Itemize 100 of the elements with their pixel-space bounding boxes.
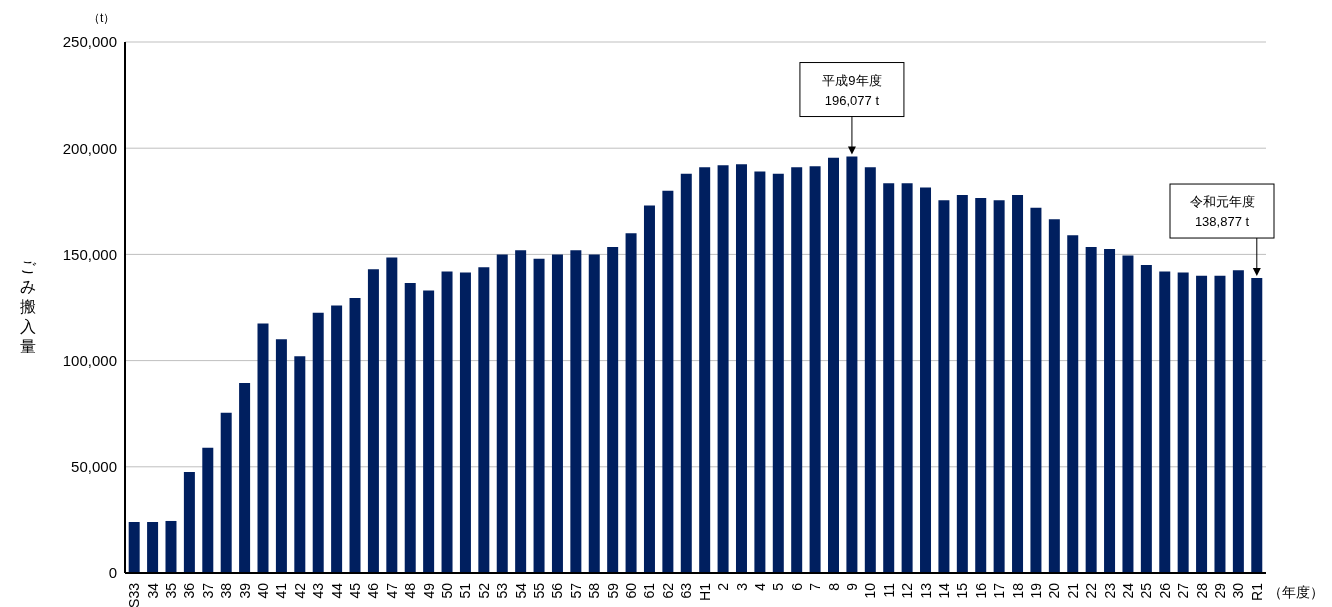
bar xyxy=(128,522,140,573)
x-tick-label: 60 xyxy=(623,582,640,599)
bar xyxy=(662,190,674,573)
x-tick-label: 23 xyxy=(1101,582,1118,599)
x-tick-label: 42 xyxy=(291,582,308,599)
x-tick-label: 18 xyxy=(1009,582,1026,599)
x-tick-label: 16 xyxy=(972,582,989,599)
x-tick-label: 37 xyxy=(199,582,216,599)
bar xyxy=(754,171,766,573)
x-tick-label: 51 xyxy=(457,582,474,599)
bar xyxy=(404,283,416,573)
x-tick-label: 5 xyxy=(770,582,787,591)
x-tick-label: 39 xyxy=(236,582,253,599)
x-tick-label: 14 xyxy=(935,582,952,599)
x-tick-label: 63 xyxy=(678,582,695,599)
bar xyxy=(938,200,950,573)
bar xyxy=(570,250,582,573)
x-tick-label: 62 xyxy=(659,582,676,599)
bar xyxy=(275,339,287,573)
x-tick-label: 27 xyxy=(1175,582,1192,599)
x-tick-label: 40 xyxy=(255,582,272,599)
bar xyxy=(828,157,839,573)
bar xyxy=(717,165,729,573)
x-tick-label: 48 xyxy=(402,582,419,599)
bar xyxy=(993,200,1005,573)
x-tick-label: 9 xyxy=(843,582,860,591)
x-tick-label: 61 xyxy=(641,582,658,599)
bar xyxy=(1196,275,1208,573)
annotation: 令和元年度 138,877 t xyxy=(1189,194,1255,230)
x-tick-label: H1 xyxy=(696,582,713,601)
bar xyxy=(1177,272,1189,573)
x-tick-label: 29 xyxy=(1211,582,1228,599)
bar xyxy=(1012,194,1024,573)
bar xyxy=(956,194,968,573)
bar xyxy=(1122,255,1134,573)
x-tick-label: 10 xyxy=(862,582,879,599)
y-tick-label: 100,000 xyxy=(62,351,117,369)
x-tick-label: 45 xyxy=(347,582,364,599)
bar xyxy=(367,269,379,573)
bar xyxy=(147,522,159,573)
bar xyxy=(1140,265,1152,573)
bar xyxy=(607,246,619,573)
y-tick-label: 0 xyxy=(108,564,117,582)
x-tick-label: 6 xyxy=(788,582,805,591)
bar xyxy=(1214,275,1226,573)
x-tick-label: 55 xyxy=(531,582,548,599)
x-tick-label: 20 xyxy=(1046,582,1063,599)
x-tick-label: 21 xyxy=(1064,582,1081,599)
y-tick-label: 150,000 xyxy=(62,245,117,263)
x-tick-label: 57 xyxy=(567,582,584,599)
bar xyxy=(864,167,876,573)
bar xyxy=(515,250,527,573)
y-tick-label: 200,000 xyxy=(62,139,117,157)
bar xyxy=(386,257,398,573)
bar xyxy=(220,412,232,573)
bar xyxy=(441,271,453,573)
bar xyxy=(901,183,913,573)
bar xyxy=(239,382,251,573)
x-tick-label: 11 xyxy=(880,582,897,598)
bar xyxy=(1232,270,1244,573)
bar xyxy=(1159,271,1171,573)
bar xyxy=(1048,219,1060,573)
x-tick-label: 58 xyxy=(586,582,603,599)
x-tick-label: 47 xyxy=(383,582,400,599)
bar xyxy=(202,447,214,573)
bar xyxy=(423,290,435,573)
x-tick-label: 15 xyxy=(954,582,971,599)
y-tick-label: 50,000 xyxy=(71,458,117,476)
text: （t） xyxy=(88,10,116,27)
x-tick-label: 44 xyxy=(328,582,345,599)
x-tick-label: 24 xyxy=(1119,582,1136,599)
x-tick-label: 3 xyxy=(733,582,750,591)
x-tick-label: 56 xyxy=(549,582,566,599)
bar xyxy=(312,312,324,573)
bar xyxy=(975,198,987,573)
bar xyxy=(643,205,655,573)
bar xyxy=(478,267,490,573)
bar xyxy=(551,254,563,573)
bar xyxy=(680,173,692,573)
x-tick-label: 7 xyxy=(807,582,824,591)
bar xyxy=(772,173,784,573)
x-tick-label: 54 xyxy=(512,582,529,599)
x-tick-label: 30 xyxy=(1230,582,1247,599)
x-tick-label: 38 xyxy=(218,582,235,599)
bar xyxy=(533,258,545,573)
x-tick-label: 17 xyxy=(991,582,1008,599)
x-tick-label: 41 xyxy=(273,582,290,599)
x-tick-label: 50 xyxy=(439,582,456,599)
x-tick-label: 35 xyxy=(163,582,180,599)
x-tick-label: S33 xyxy=(126,582,143,607)
bar xyxy=(331,305,343,573)
x-tick-label: 52 xyxy=(475,582,492,599)
x-tick-label: 59 xyxy=(604,582,621,599)
bar xyxy=(883,183,895,573)
bar xyxy=(809,166,821,573)
x-tick-label: 36 xyxy=(181,582,198,599)
x-tick-label: 8 xyxy=(825,582,842,591)
x-tick-label: 43 xyxy=(310,582,327,599)
bar xyxy=(1030,207,1042,573)
x-tick-label: 26 xyxy=(1156,582,1173,599)
